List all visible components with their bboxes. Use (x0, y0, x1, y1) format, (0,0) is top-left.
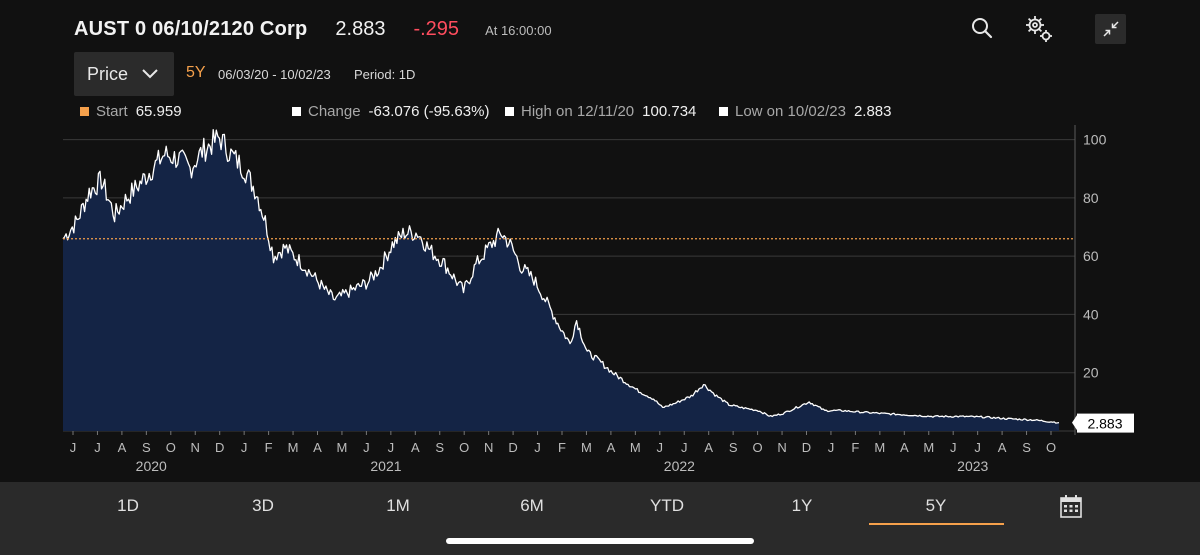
tab-ytd[interactable]: YTD (650, 496, 684, 515)
chevron-down-icon (142, 69, 158, 79)
x-month-label: S (1022, 440, 1031, 455)
tab-1y[interactable]: 1Y (791, 496, 813, 515)
stat-low-label: Low on 10/02/23 (735, 103, 846, 120)
x-month-label: D (215, 440, 224, 455)
x-month-label: M (923, 440, 934, 455)
x-month-label: S (435, 440, 444, 455)
stat-start: Start 65.959 (80, 103, 182, 120)
x-month-label: M (874, 440, 885, 455)
x-month-label: A (607, 440, 616, 455)
stat-change: Change -63.076 (-95.63%) (292, 103, 489, 120)
tab-5y[interactable]: 5Y (925, 496, 947, 515)
x-month-label: A (313, 440, 322, 455)
tab-3d[interactable]: 3D (252, 496, 274, 515)
stat-low: Low on 10/02/23 2.883 (719, 103, 891, 120)
x-month-label: M (337, 440, 348, 455)
low-marker-icon (719, 107, 728, 116)
field-dropdown[interactable]: Price (74, 52, 174, 96)
security-title: AUST 0 06/10/2120 Corp (74, 18, 308, 40)
y-tick-label: 100 (1083, 132, 1107, 148)
stat-low-value: 2.883 (853, 103, 892, 120)
x-month-label: M (581, 440, 592, 455)
range-tab-bar (0, 482, 1200, 555)
tab-6m[interactable]: 6M (520, 496, 544, 515)
stat-start-value: 65.959 (135, 103, 182, 120)
x-month-label: F (265, 440, 273, 455)
x-month-label: J (828, 440, 835, 455)
y-tick-label: 40 (1083, 306, 1099, 322)
x-month-label: N (484, 440, 493, 455)
x-month-label: J (388, 440, 395, 455)
collapse-arrows-icon[interactable] (1095, 14, 1126, 44)
start-marker-icon (80, 107, 89, 116)
y-tick-label: 60 (1083, 248, 1099, 264)
range-label[interactable]: 5Y (186, 64, 206, 81)
last-value-box (1077, 413, 1134, 433)
x-month-label: A (900, 440, 909, 455)
stat-change-label: Change (308, 103, 361, 120)
x-month-label: J (950, 440, 957, 455)
field-dropdown-label: Price (87, 63, 129, 84)
quote-header: AUST 0 06/10/2120 Corp 2.883 -.295 At 16… (74, 18, 552, 44)
stat-high-value: 100.734 (642, 103, 697, 120)
change-marker-icon (292, 107, 301, 116)
x-year-label: 2020 (136, 458, 167, 474)
x-month-label: A (118, 440, 127, 455)
stat-change-value: -63.076 (-95.63%) (368, 103, 490, 120)
tab-1d[interactable]: 1D (117, 496, 139, 515)
x-month-label: J (974, 440, 981, 455)
x-month-label: J (241, 440, 248, 455)
x-month-label: J (94, 440, 101, 455)
x-month-label: D (802, 440, 811, 455)
x-month-label: J (534, 440, 541, 455)
x-month-label: O (166, 440, 176, 455)
x-year-label: 2022 (664, 458, 695, 474)
stat-start-label: Start (96, 103, 128, 120)
y-tick-label: 20 (1083, 365, 1099, 381)
price-line (62, 129, 1060, 424)
x-month-label: F (558, 440, 566, 455)
last-price: 2.883 (335, 18, 386, 40)
x-month-label: J (681, 440, 688, 455)
calendar-icon[interactable] (1058, 493, 1084, 519)
net-change: -.295 (413, 18, 460, 40)
settings-gears-icon[interactable] (1022, 12, 1056, 46)
range-dates: 06/03/20 - 10/02/23 (218, 67, 331, 82)
x-month-label: J (70, 440, 77, 455)
high-marker-icon (505, 107, 514, 116)
active-tab-underline (869, 523, 1004, 525)
as-of-time: At 16:00:00 (485, 23, 552, 38)
x-month-label: S (142, 440, 151, 455)
x-year-label: 2023 (957, 458, 988, 474)
x-month-label: A (704, 440, 713, 455)
tab-1m[interactable]: 1M (386, 496, 410, 515)
x-month-label: D (508, 440, 517, 455)
x-month-label: S (729, 440, 738, 455)
price-area (63, 129, 1059, 431)
x-month-label: O (753, 440, 763, 455)
y-tick-label: 80 (1083, 190, 1099, 206)
last-value-label: 2.883 (1087, 416, 1122, 432)
x-month-label: A (411, 440, 420, 455)
stat-high: High on 12/11/20 100.734 (505, 103, 696, 120)
stat-high-label: High on 12/11/20 (521, 103, 635, 120)
x-month-label: N (191, 440, 200, 455)
x-month-label: O (1046, 440, 1056, 455)
last-value-pointer (1072, 413, 1078, 432)
x-month-label: M (630, 440, 641, 455)
x-month-label: J (363, 440, 370, 455)
period-label[interactable]: Period: 1D (354, 67, 416, 82)
x-year-label: 2021 (370, 458, 401, 474)
x-month-label: J (657, 440, 664, 455)
x-month-label: F (851, 440, 859, 455)
x-month-label: M (288, 440, 299, 455)
x-month-label: O (459, 440, 469, 455)
home-indicator (446, 538, 754, 544)
x-month-label: N (777, 440, 786, 455)
search-icon[interactable] (968, 14, 996, 42)
x-month-label: A (998, 440, 1007, 455)
